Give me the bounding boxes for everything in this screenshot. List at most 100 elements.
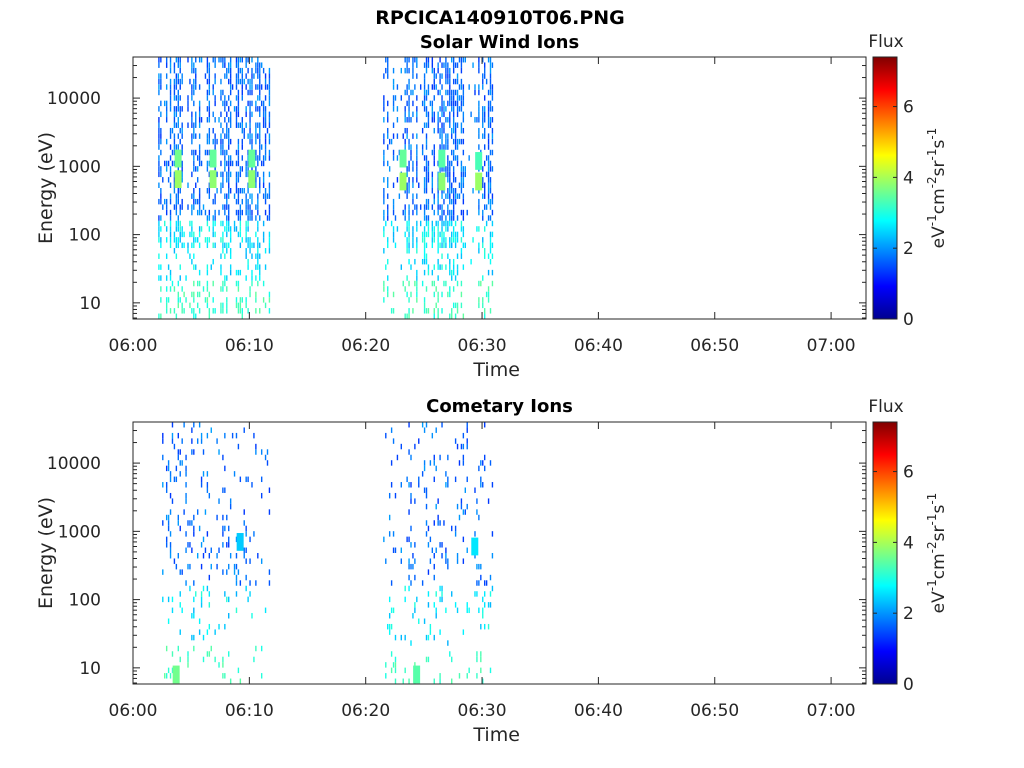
flux-cell [451, 313, 453, 319]
flux-cell [220, 269, 222, 276]
flux-cell [160, 84, 162, 90]
flux-cell [431, 106, 434, 112]
flux-cell [437, 198, 439, 205]
flux-cell [437, 242, 439, 249]
flux-cell [171, 280, 174, 287]
flux-cluster [209, 170, 217, 189]
flux-cell [437, 226, 439, 232]
flux-cell [392, 149, 395, 156]
flux-cell [228, 160, 230, 167]
flux-cell [237, 149, 240, 156]
flux-cell [165, 237, 168, 243]
flux-cell [485, 155, 488, 161]
flux-cell [437, 188, 439, 194]
flux-cell [193, 531, 195, 537]
flux-cell [196, 509, 199, 515]
flux-cell [456, 607, 459, 614]
flux-cell [158, 215, 160, 221]
flux-cell [255, 297, 257, 303]
flux-cell [206, 188, 209, 194]
flux-cell [222, 454, 224, 461]
flux-cell [460, 57, 463, 63]
flux-cell [257, 264, 259, 270]
flux-cell [452, 106, 455, 112]
flux-cell [416, 149, 418, 156]
flux-cell [255, 67, 257, 74]
flux-cell [435, 465, 437, 472]
flux-cell [212, 280, 214, 287]
flux-cell [218, 662, 220, 668]
flux-cell [195, 149, 197, 156]
flux-cell [483, 623, 486, 630]
flux-cell [245, 226, 247, 232]
flux-cell [491, 127, 494, 134]
flux-cell [179, 569, 181, 575]
flux-cell [187, 563, 189, 570]
flux-cell [483, 73, 486, 79]
flux-cell [454, 313, 457, 319]
flux-cell [193, 237, 195, 243]
flux-cell [214, 144, 216, 150]
flux-cell [410, 498, 412, 504]
flux-cell [241, 144, 243, 150]
flux-cell [460, 62, 463, 68]
flux-cell [425, 422, 428, 428]
flux-cell [406, 127, 408, 134]
flux-cell [451, 182, 453, 188]
flux-cell [445, 106, 447, 112]
flux-cell [480, 623, 482, 630]
flux-cell [423, 226, 426, 232]
flux-cell [487, 498, 490, 504]
flux-cell [193, 297, 195, 303]
flux-cell [416, 237, 418, 243]
flux-cell [206, 237, 209, 243]
flux-cell [198, 231, 201, 238]
flux-cell [165, 253, 168, 259]
flux-cell [425, 95, 428, 101]
flux-cell [179, 471, 181, 477]
spectrogram-cells [158, 57, 494, 319]
flux-cell [245, 160, 247, 167]
flux-cell [410, 149, 412, 156]
flux-cell [449, 67, 451, 74]
flux-cell [451, 220, 453, 227]
flux-cell [224, 209, 226, 216]
flux-cell [259, 111, 261, 118]
flux-cell [425, 231, 428, 238]
flux-cell [245, 476, 247, 483]
flux-cell [449, 220, 451, 227]
flux-cell [431, 67, 434, 74]
flux-cell [251, 111, 253, 118]
flux-cell [483, 226, 486, 232]
flux-cell [464, 509, 466, 515]
flux-cell [235, 160, 238, 167]
flux-cell [160, 275, 162, 281]
flux-cell [239, 308, 242, 314]
flux-cell [255, 100, 257, 107]
flux-cell [456, 237, 459, 243]
flux-cell [462, 443, 465, 450]
flux-cell [167, 160, 170, 167]
flux-cell [204, 73, 207, 79]
flux-cell [220, 188, 222, 194]
flux-cell [260, 492, 263, 499]
flux-cell [255, 264, 257, 270]
flux-cell [421, 422, 424, 428]
flux-cell [206, 149, 209, 156]
flux-cell [452, 155, 455, 161]
flux-cell [266, 460, 269, 466]
flux-cell [441, 133, 443, 139]
flux-cell [416, 275, 418, 281]
flux-cell [241, 84, 243, 90]
flux-cell [264, 198, 267, 205]
flux-cell [169, 231, 172, 238]
flux-cell [195, 264, 197, 270]
flux-cell [480, 651, 482, 657]
flux-cell [241, 89, 243, 96]
flux-cell [400, 558, 402, 564]
colorbar-tick-label: 2 [903, 239, 914, 259]
flux-cell [268, 188, 271, 194]
flux-cell [173, 84, 176, 90]
flux-cell [208, 117, 211, 123]
flux-cell [483, 580, 486, 586]
